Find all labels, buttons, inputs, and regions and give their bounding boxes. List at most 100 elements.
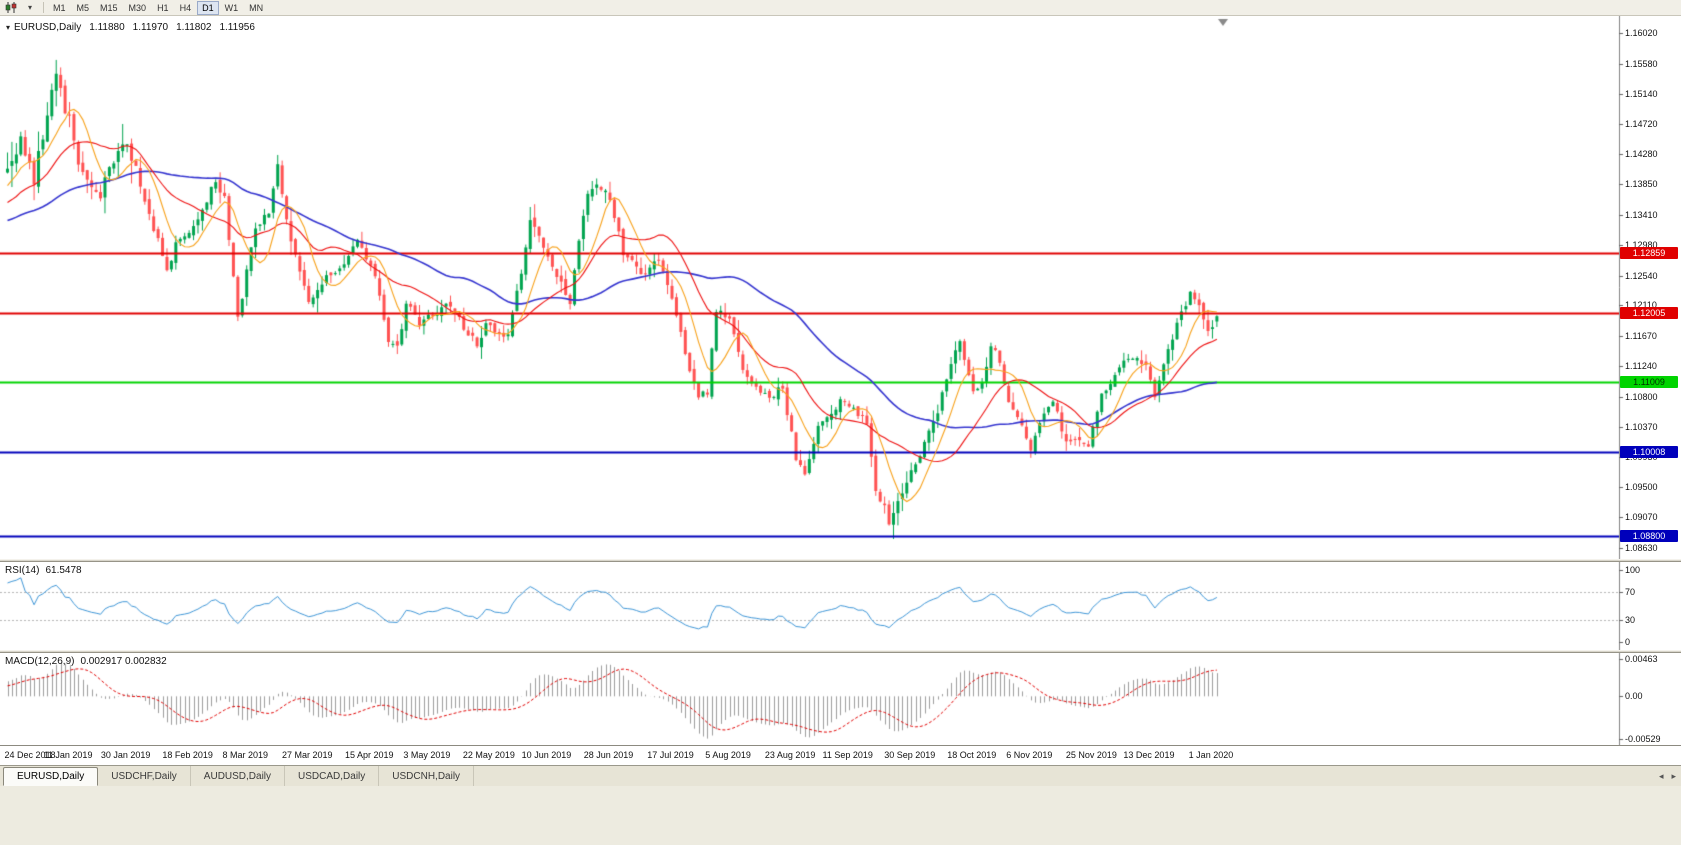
rsi-value: 61.5478 [45, 565, 82, 576]
rsi-tick-label: 0 [1625, 637, 1631, 647]
date-label: 6 Nov 2019 [1006, 750, 1053, 760]
date-label: 30 Sep 2019 [884, 750, 936, 760]
rsi-axis-labels[interactable]: 100 70 30 0 [1619, 562, 1681, 650]
chart-tab-bar: EURUSD,Daily USDCHF,Daily AUDUSD,Daily U… [0, 765, 1681, 786]
rsi-name: RSI(14) [5, 565, 40, 576]
rsi-tick-label: 100 [1625, 565, 1641, 575]
price-tick-label: 1.11670 [1625, 331, 1657, 342]
quote-close: 1.11956 [219, 22, 255, 33]
quote-high: 1.11970 [132, 22, 169, 33]
macd-label: MACD(12,26,9) 0.002917 0.002832 [5, 656, 167, 667]
price-tick-label: 1.15580 [1625, 58, 1658, 69]
date-label: 18 Feb 2019 [162, 750, 213, 760]
date-label: 3 May 2019 [403, 750, 451, 760]
timeframe-button-m30[interactable]: M30 [124, 1, 152, 15]
date-label: 11 Sep 2019 [822, 750, 873, 760]
date-label: 28 Jun 2019 [583, 750, 634, 760]
date-label: 22 May 2019 [462, 750, 515, 760]
date-label: 27 Mar 2019 [281, 750, 333, 760]
price-axis-labels[interactable]: 1.16020 1.15580 1.15140 1.14720 1.14280 1.138… [1619, 16, 1681, 559]
candlestick-chart-icon [5, 2, 17, 13]
tab-usdcnh-daily[interactable]: USDCNH,Daily [379, 766, 475, 786]
macd-tick-label: -0.00529 [1625, 734, 1661, 744]
timeframe-button-m1[interactable]: M1 [48, 1, 71, 15]
rsi-canvas[interactable] [0, 562, 1681, 650]
price-tick-label: 1.10370 [1625, 421, 1658, 432]
timeframe-button-m5[interactable]: M5 [72, 1, 95, 15]
price-tick-label: 1.08630 [1625, 542, 1658, 553]
date-label: 30 Jan 2019 [100, 750, 151, 760]
date-label: 23 Aug 2019 [764, 750, 816, 760]
timeframe-button-d1[interactable]: D1 [197, 0, 219, 15]
chart-tool-button[interactable] [2, 1, 20, 15]
date-label: 8 Mar 2019 [222, 750, 268, 760]
date-label: 13 Dec 2019 [1123, 750, 1175, 760]
tab-scroll-buttons: ◂ ▸ [1659, 766, 1676, 786]
rsi-panel: RSI(14) 61.5478 100 70 30 0 [0, 562, 1681, 650]
macd-panel: MACD(12,26,9) 0.002917 0.002832 0.00463 0.… [0, 653, 1681, 745]
main-chart-canvas[interactable] [0, 16, 1681, 559]
main-chart-panel: ▾ EURUSD,Daily 1.11880 1.11970 1.11802 1… [0, 16, 1681, 559]
panel-splitter-1[interactable] [0, 559, 1681, 562]
date-label: 24 Dec 2018 [4, 750, 56, 760]
quote-open: 1.11880 [89, 22, 125, 33]
tab-eurusd-daily[interactable]: EURUSD,Daily [3, 767, 99, 786]
quote-low: 1.11802 [176, 22, 212, 33]
toolbar: ▾ M1 M5 M15 M30 H1 H4 D1 W1 MN [0, 0, 1681, 16]
macd-tick-label: 0.00463 [1625, 654, 1658, 664]
macd-tick-label: 0.00 [1625, 691, 1643, 702]
date-label: 1 Jan 2020 [1188, 750, 1234, 760]
tab-audusd-daily[interactable]: AUDUSD,Daily [191, 766, 286, 786]
macd-values: 0.002917 0.002832 [80, 656, 167, 667]
timeframe-button-w1[interactable]: W1 [220, 1, 244, 15]
timeframe-button-mn[interactable]: MN [244, 1, 268, 15]
price-tick-label: 1.15140 [1625, 89, 1658, 100]
macd-name: MACD(12,26,9) [5, 656, 75, 667]
periods-dropdown-button[interactable]: ▾ [21, 1, 39, 15]
toolbar-separator [43, 2, 44, 13]
price-tick-label: 1.12540 [1625, 270, 1658, 281]
date-label: 25 Nov 2019 [1065, 750, 1117, 760]
date-label: 17 Jul 2019 [647, 750, 694, 760]
price-tick-label: 1.14720 [1625, 118, 1658, 129]
date-label: 5 Aug 2019 [705, 750, 751, 760]
time-axis[interactable]: 24 Dec 2018 11 Jan 2019 30 Jan 2019 18 Feb … [0, 745, 1681, 765]
price-tick-label: 1.13850 [1625, 179, 1658, 190]
date-label: 18 Oct 2019 [947, 750, 997, 760]
price-tick-label: 1.12110 [1625, 300, 1657, 311]
chart-symbol-label: EURUSD,Daily [14, 22, 82, 33]
rsi-tick-label: 70 [1625, 586, 1636, 597]
price-tick-label: 1.14280 [1625, 149, 1658, 160]
chart-title: ▾ EURUSD,Daily 1.11880 1.11970 1.11802 1… [6, 22, 255, 33]
price-level-badge: 1.11009 [1620, 376, 1678, 389]
timeframe-button-h4[interactable]: H4 [175, 1, 197, 15]
price-level-badge: 1.10008 [1620, 445, 1678, 458]
rsi-tick-label: 30 [1625, 615, 1636, 626]
price-level-badge: 1.12859 [1620, 247, 1678, 260]
date-label: 15 Apr 2019 [344, 750, 394, 760]
tab-scroll-right-icon[interactable]: ▸ [1671, 770, 1676, 781]
chevron-down-icon: ▾ [27, 2, 32, 12]
price-tick-label: 1.16020 [1625, 28, 1658, 38]
price-tick-label: 1.09070 [1625, 512, 1658, 523]
date-label: 11 Jan 2019 [43, 750, 93, 760]
price-tick-label: 1.13410 [1625, 209, 1658, 220]
tab-scroll-left-icon[interactable]: ◂ [1658, 770, 1664, 781]
one-click-trading-icon[interactable]: ▾ [6, 23, 11, 32]
timeframe-button-h1[interactable]: H1 [152, 1, 174, 15]
macd-canvas[interactable] [0, 653, 1681, 745]
price-tick-label: 1.10800 [1625, 391, 1658, 402]
window-bottom-area [0, 786, 1681, 845]
price-level-badge: 1.08800 [1620, 530, 1678, 543]
price-tick-label: 1.12980 [1625, 239, 1658, 250]
rsi-label: RSI(14) 61.5478 [5, 565, 82, 576]
tab-usdcad-daily[interactable]: USDCAD,Daily [285, 766, 380, 786]
timeframe-button-m15[interactable]: M15 [95, 1, 123, 15]
price-tick-label: 1.09500 [1625, 482, 1658, 493]
panel-splitter-2[interactable] [0, 650, 1681, 653]
date-label: 10 Jun 2019 [521, 750, 572, 760]
price-tick-label: 1.11240 [1625, 361, 1657, 372]
macd-axis-labels[interactable]: 0.00463 0.00 -0.00529 [1619, 653, 1681, 745]
tab-usdchf-daily[interactable]: USDCHF,Daily [98, 766, 191, 786]
